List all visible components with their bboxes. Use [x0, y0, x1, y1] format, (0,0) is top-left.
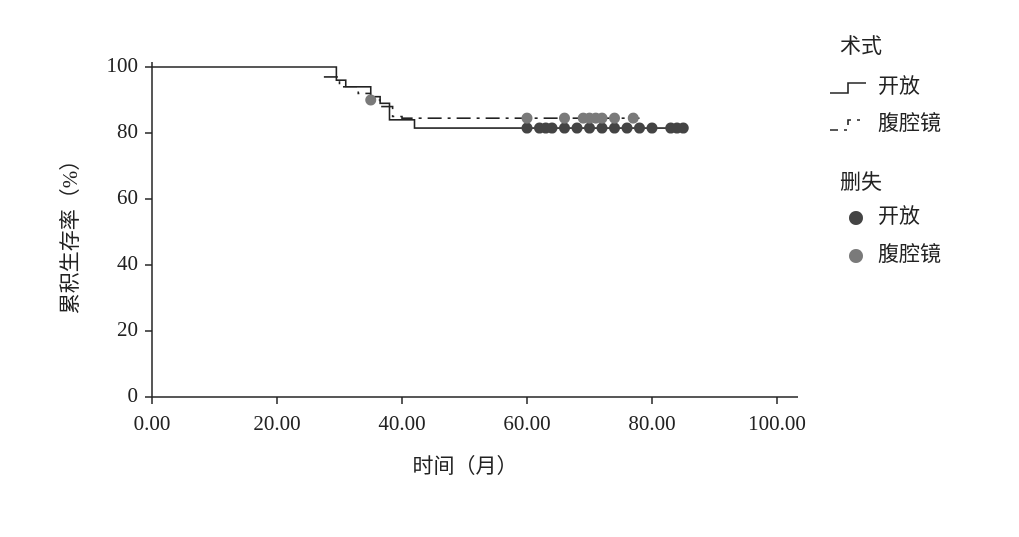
legend-label: 开放 — [878, 74, 920, 98]
x-tick-label: 80.00 — [628, 411, 675, 435]
censor-mark — [559, 112, 570, 124]
x-tick-label: 40.00 — [378, 411, 425, 435]
legend-marker — [849, 249, 863, 263]
x-tick-label: 0.00 — [134, 411, 171, 435]
censor-mark — [609, 112, 620, 124]
y-tick-label: 0 — [128, 383, 139, 407]
censor-mark — [559, 122, 570, 134]
x-axis-label: 时间（月） — [413, 454, 518, 478]
legend-label: 腹腔镜 — [878, 111, 941, 135]
censor-mark — [571, 122, 583, 134]
survival-line — [323, 76, 640, 119]
y-tick-label: 60 — [117, 185, 138, 209]
legend-line — [830, 82, 866, 94]
censor-mark — [621, 122, 633, 134]
censor-mark — [627, 112, 639, 124]
censor-mark — [546, 122, 558, 134]
censor-mark — [521, 112, 533, 124]
survival-line — [152, 66, 684, 129]
y-axis-label: 累积生存率（%） — [58, 150, 82, 315]
censor-mark — [677, 122, 689, 134]
censor-mark — [609, 122, 620, 134]
legend-title: 术式 — [840, 34, 882, 58]
y-tick-label: 20 — [117, 317, 138, 341]
y-tick-label: 40 — [117, 251, 138, 275]
censor-mark — [646, 122, 658, 134]
censor-mark — [365, 94, 377, 106]
y-tick-label: 100 — [107, 53, 139, 77]
censor-mark — [634, 122, 645, 134]
legend-label: 开放 — [878, 204, 920, 228]
censor-mark — [596, 122, 608, 134]
censor-mark — [521, 122, 533, 134]
censor-mark — [596, 112, 608, 124]
legend-marker — [849, 211, 863, 225]
legend-title: 删失 — [840, 170, 882, 194]
legend-line — [830, 119, 866, 131]
legend-label: 腹腔镜 — [878, 242, 941, 266]
x-tick-label: 60.00 — [503, 411, 550, 435]
x-tick-label: 100.00 — [748, 411, 806, 435]
y-tick-label: 80 — [117, 119, 138, 143]
x-tick-label: 20.00 — [253, 411, 300, 435]
censor-mark — [584, 122, 595, 134]
